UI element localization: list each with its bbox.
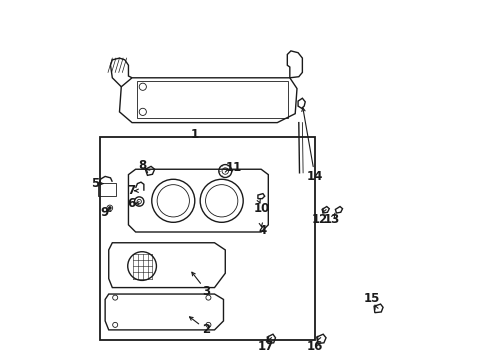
Text: 3: 3 bbox=[202, 285, 211, 298]
Text: 6: 6 bbox=[127, 197, 135, 210]
Text: 10: 10 bbox=[254, 202, 270, 215]
Text: 4: 4 bbox=[258, 224, 267, 238]
Text: 5: 5 bbox=[91, 177, 99, 190]
Bar bbox=[137, 81, 288, 118]
Bar bbox=[98, 183, 116, 196]
Text: 8: 8 bbox=[138, 159, 146, 172]
Text: 7: 7 bbox=[127, 184, 135, 197]
Text: 11: 11 bbox=[225, 161, 242, 174]
Text: 12: 12 bbox=[312, 213, 328, 226]
Bar bbox=[100, 137, 315, 339]
Text: 16: 16 bbox=[307, 340, 323, 353]
Text: 2: 2 bbox=[202, 323, 211, 336]
Text: 1: 1 bbox=[191, 127, 199, 141]
Text: 14: 14 bbox=[307, 170, 323, 183]
Text: 13: 13 bbox=[324, 213, 340, 226]
Text: 9: 9 bbox=[100, 206, 108, 219]
Text: 15: 15 bbox=[364, 292, 381, 305]
Text: 17: 17 bbox=[258, 340, 274, 353]
Circle shape bbox=[108, 207, 111, 210]
